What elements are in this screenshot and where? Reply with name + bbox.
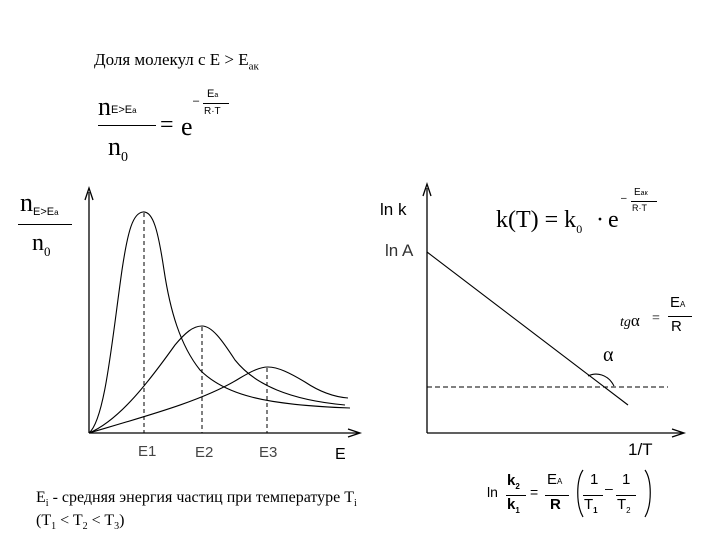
- curve-t2: [88, 325, 346, 434]
- formula2-base: e: [608, 207, 619, 233]
- formula2-exp-bar: [631, 201, 657, 202]
- formula2-dot: ·: [596, 207, 604, 233]
- formula1-exp-den: R·T: [204, 106, 221, 117]
- tg-equals: =: [652, 311, 660, 326]
- page-title: Доля молекул с E > Eак: [94, 50, 259, 72]
- formula3-one-a: 1: [590, 471, 599, 488]
- right-xlabel: 1/T: [628, 440, 653, 459]
- formula3-k-den: k1: [507, 496, 520, 515]
- formula3-minus: –: [605, 480, 613, 496]
- left-curves: [88, 211, 351, 434]
- tg-fraction-bar: [668, 316, 692, 317]
- formula1-exp-bar: [203, 103, 229, 104]
- curve-t1: [88, 211, 351, 434]
- formula3-one-b: 1: [622, 471, 631, 488]
- angle-alpha-label: α: [603, 344, 614, 366]
- left-ylabel-numerator: nE>Ea: [20, 188, 59, 218]
- formula3-t-b: T2: [617, 496, 631, 515]
- right-ln-a-label: ln A: [385, 241, 414, 260]
- arrhenius-line: [426, 251, 629, 406]
- left-ylabel-bar: [18, 224, 72, 225]
- formula3-ln: ln: [487, 484, 498, 500]
- formula3-t-a: T1: [584, 496, 598, 515]
- tg-label: tgα: [620, 311, 640, 330]
- formula2-exp-den: R·T: [632, 203, 647, 213]
- formula3-left-paren: [577, 469, 584, 518]
- right-y-arrow: [422, 181, 432, 197]
- left-marker-label-e3: E3: [259, 444, 278, 461]
- formula1-exp-minus: –: [193, 95, 200, 107]
- formula3-k-num: k2: [507, 472, 520, 491]
- formula1-fraction-bar: [98, 125, 156, 126]
- left-y-arrow: [84, 185, 94, 201]
- caption-line-2: (T1 < T2 < T3): [36, 512, 125, 533]
- left-x-arrow: [347, 428, 363, 438]
- tg-denominator: R: [671, 318, 682, 335]
- right-ylabel: ln k: [380, 200, 407, 219]
- formula3-right-paren: [644, 469, 651, 518]
- left-marker-label-e2: E2: [195, 444, 214, 461]
- formula3-e-bar: [545, 495, 569, 496]
- tg-numerator: EA: [670, 294, 686, 311]
- title-text: Доля молекул с E > E: [94, 50, 249, 69]
- formula1-base: e: [181, 112, 193, 141]
- left-ylabel-denominator: n0: [32, 230, 51, 259]
- formula1-exp-num: Ea: [207, 88, 219, 100]
- formula3-eq: =: [530, 484, 539, 500]
- formula2-exp-minus: –: [621, 193, 627, 204]
- formula2-exp-num: Eак: [634, 187, 648, 198]
- left-marker-label-e1: E1: [138, 443, 157, 460]
- right-axes: [422, 181, 687, 438]
- left-axes: [84, 185, 363, 438]
- formula3-bar-a: [583, 495, 603, 496]
- formula3-e-num: EA: [547, 471, 563, 488]
- formula2-lhs: k(T) = k0: [496, 207, 583, 236]
- formula1-numerator: nE>Ea: [98, 92, 137, 121]
- formula3-k-bar: [506, 495, 526, 496]
- caption-line-1: Ei - средняя энергия частиц при температ…: [36, 489, 357, 510]
- left-dashed-markers: [143, 213, 268, 433]
- formula1-equals: =: [160, 112, 174, 138]
- curve-t3: [88, 366, 349, 434]
- right-x-arrow: [671, 428, 687, 438]
- left-xlabel: E: [335, 446, 346, 463]
- title-subscript: ак: [248, 60, 259, 73]
- formula1-denominator: n0: [108, 132, 128, 166]
- formula3-e-den: R: [550, 496, 561, 513]
- formula3-bar-b: [616, 495, 636, 496]
- angle-arc: [587, 373, 615, 387]
